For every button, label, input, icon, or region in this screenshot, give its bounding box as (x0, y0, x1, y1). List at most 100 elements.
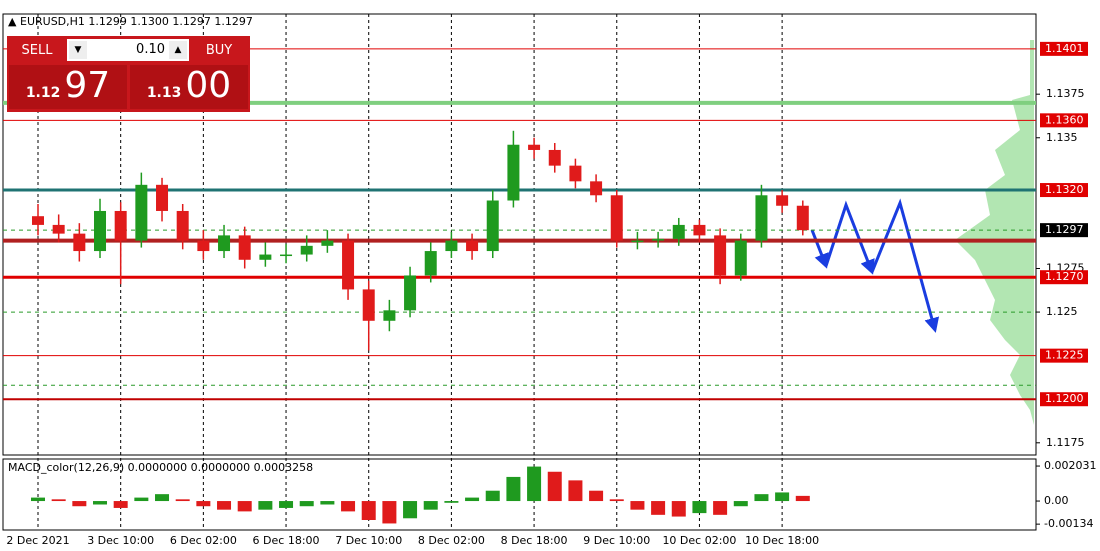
candle-body (280, 254, 293, 257)
macd-bar (775, 492, 790, 502)
lot-box: ▼ 0.10 ▲ (67, 39, 189, 61)
candle-body (610, 195, 623, 241)
macd-bar (72, 501, 87, 507)
macd-bar (527, 466, 542, 502)
macd-bar (134, 497, 149, 502)
candle-body (466, 240, 479, 252)
candle-body (73, 233, 86, 252)
buy-price-small: 1.13 (146, 85, 182, 101)
sell-button[interactable]: SELL (21, 42, 53, 58)
sell-price[interactable]: 1.12 97 (9, 65, 127, 109)
forecast-arrow (824, 200, 875, 275)
price-tag (1040, 113, 1088, 128)
macd-bar (713, 501, 728, 515)
price-tag (1040, 392, 1088, 407)
sell-price-big: 97 (64, 65, 111, 106)
price-tag-label: 1.1320 (1045, 183, 1084, 196)
price-tag (1040, 183, 1088, 198)
candle-body (259, 254, 272, 260)
candle-body (424, 251, 437, 276)
macd-bar (547, 471, 562, 502)
candle-body (631, 240, 644, 243)
macd-bar (485, 490, 500, 502)
macd-bar (93, 501, 108, 505)
macd-bar (630, 501, 645, 510)
candle-body (528, 144, 541, 150)
candle-body (590, 181, 603, 196)
buy-price[interactable]: 1.13 00 (130, 65, 248, 109)
candle-body (569, 165, 582, 182)
x-tick-label: 8 Dec 18:00 (501, 534, 568, 547)
macd-bar (692, 501, 707, 514)
macd-bar (175, 499, 190, 502)
y-tick-label: 0.002031 (1044, 459, 1097, 472)
y-tick-label: 1.135 (1046, 131, 1078, 144)
candle-body (197, 240, 210, 252)
candle-body (796, 205, 809, 231)
x-tick-label: 10 Dec 02:00 (662, 534, 736, 547)
macd-title: MACD_color(12,26,9) 0.0000000 0.0000000 … (8, 461, 313, 474)
volume-profile (955, 40, 1034, 425)
forecast-arrow (810, 229, 829, 269)
candle-body (342, 240, 355, 290)
price-tag-label: 1.1225 (1045, 349, 1084, 362)
candle-body (486, 200, 499, 252)
candle-body (176, 210, 189, 241)
candle-body (300, 245, 313, 255)
candle-body (135, 184, 148, 241)
macd-bar (279, 501, 294, 508)
macd-bar (465, 497, 480, 502)
lot-up[interactable]: ▲ (169, 41, 187, 59)
buy-price-big: 00 (185, 65, 232, 106)
candle-body (755, 195, 768, 241)
price-tag (1040, 348, 1088, 363)
macd-bar (320, 501, 335, 505)
candle-layer (3, 14, 1036, 530)
price-tag-label: 1.1360 (1045, 113, 1084, 126)
buy-button[interactable]: BUY (205, 42, 233, 58)
candle-body (32, 216, 44, 225)
price-tag-label: 1.1200 (1045, 392, 1084, 405)
y-tick-label: 1.1175 (1046, 436, 1085, 449)
x-tick-label: 7 Dec 10:00 (335, 534, 402, 547)
candle-body (362, 289, 375, 321)
candle-body (383, 310, 396, 321)
x-tick-label: 3 Dec 10:00 (87, 534, 154, 547)
price-tag (1040, 223, 1088, 238)
macd-bar (299, 501, 314, 507)
candle-body (114, 210, 127, 241)
macd-bar (382, 501, 397, 524)
trade-panel: SELL ▼ 0.10 ▲ BUY 1.12 97 1.13 00 (7, 36, 250, 112)
macd-bar (651, 501, 666, 515)
macd-bar (341, 501, 356, 512)
macd-bar (217, 501, 232, 510)
candle-body (238, 235, 251, 260)
macd-bar (196, 501, 211, 507)
y-tick-label: 1.1375 (1046, 87, 1085, 100)
lot-down[interactable]: ▼ (69, 41, 87, 59)
macd-bar (237, 501, 252, 512)
macd-bar (403, 501, 418, 519)
candle-body (52, 224, 65, 234)
macd-bar (31, 497, 45, 502)
y-tick-label: -0.00134 (1044, 517, 1093, 530)
price-tag (1040, 41, 1088, 56)
candle-body (94, 210, 107, 252)
macd-bar (113, 501, 128, 508)
x-tick-label: 6 Dec 18:00 (253, 534, 320, 547)
collapse-icon[interactable]: ▲ (8, 15, 17, 28)
macd-bar (568, 480, 583, 502)
macd-bar (361, 501, 376, 521)
candle-body (321, 240, 334, 246)
price-tag-label: 1.1270 (1045, 270, 1084, 283)
candle-body (445, 240, 458, 252)
x-tick-label: 10 Dec 18:00 (745, 534, 819, 547)
macd-bar (423, 501, 438, 510)
lot-input[interactable]: 0.10 (136, 42, 165, 57)
candle-body (548, 149, 561, 166)
macd-bar (609, 499, 624, 502)
macd-bar (155, 494, 170, 502)
macd-bar (795, 495, 810, 502)
